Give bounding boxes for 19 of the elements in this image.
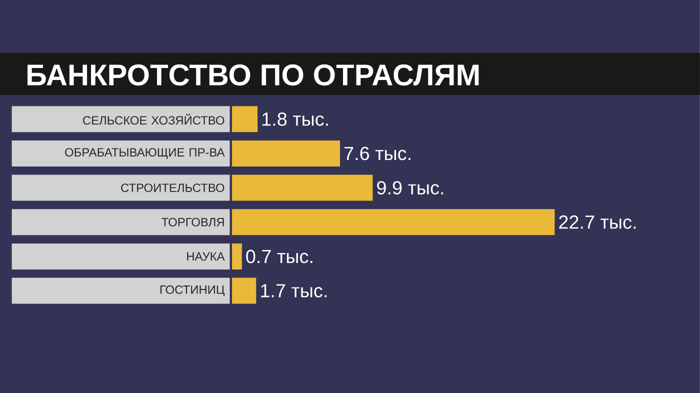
y-tick-label: ГОСТИНИЦ <box>160 285 225 296</box>
y-tick-label: СЕЛЬСКОЕ ХОЗЯЙСТВО <box>83 114 224 125</box>
y-tick-label: ТОРГОВЛЯ <box>162 218 224 226</box>
bar <box>232 174 373 201</box>
y-tick-label: СТРОИТЕЛЬСТВО <box>121 184 224 192</box>
chart-title: БАНКРОТСТВО ПО ОТРАСЛЯМ <box>28 64 479 86</box>
bar <box>232 209 555 236</box>
y-tick-label: ОБРАБАТЫВАЮЩИЕ ПР-ВА <box>65 148 225 159</box>
bar <box>232 243 242 270</box>
bar <box>232 106 258 132</box>
data-label: 1.8 тыс. <box>262 112 328 126</box>
data-label: 9.9 тыс. <box>377 181 444 195</box>
data-label: 7.6 тыс. <box>344 146 410 160</box>
data-label: 22.7 тыс. <box>559 215 636 229</box>
bar <box>232 278 256 304</box>
data-label: 0.7 тыс. <box>246 250 312 264</box>
bar <box>232 140 340 167</box>
data-label: 1.7 тыс. <box>261 284 326 298</box>
y-tick-label: НАУКА <box>187 252 225 261</box>
